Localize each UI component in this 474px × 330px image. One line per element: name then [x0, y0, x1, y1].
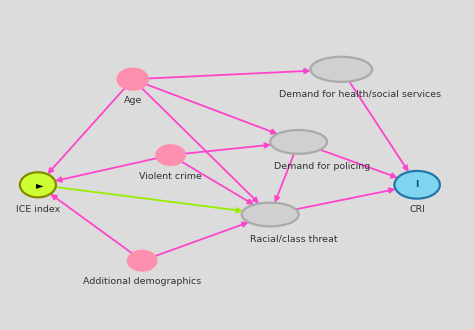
Text: Demand for health/social services: Demand for health/social services: [279, 89, 441, 98]
Ellipse shape: [394, 171, 440, 199]
FancyArrowPatch shape: [141, 88, 258, 202]
FancyArrowPatch shape: [296, 188, 393, 209]
FancyArrowPatch shape: [349, 82, 408, 170]
FancyArrowPatch shape: [155, 222, 247, 256]
FancyArrowPatch shape: [52, 195, 132, 253]
Ellipse shape: [118, 69, 148, 90]
FancyArrowPatch shape: [146, 84, 276, 134]
Text: CRI: CRI: [409, 205, 425, 214]
Text: ICE index: ICE index: [16, 205, 60, 214]
FancyArrowPatch shape: [57, 158, 157, 182]
FancyArrowPatch shape: [182, 162, 252, 204]
FancyArrowPatch shape: [49, 88, 125, 173]
FancyArrowPatch shape: [275, 154, 294, 201]
Ellipse shape: [270, 130, 327, 154]
Ellipse shape: [310, 57, 372, 82]
Text: Additional demographics: Additional demographics: [83, 277, 201, 286]
Ellipse shape: [242, 203, 299, 226]
Text: Age: Age: [124, 96, 142, 105]
Text: ►: ►: [36, 180, 44, 190]
Ellipse shape: [128, 251, 156, 271]
FancyArrowPatch shape: [320, 150, 396, 178]
FancyArrowPatch shape: [55, 187, 241, 213]
Ellipse shape: [20, 172, 56, 197]
Text: Demand for policing: Demand for policing: [274, 162, 371, 171]
Ellipse shape: [156, 145, 185, 165]
Text: Violent crime: Violent crime: [139, 172, 202, 181]
FancyArrowPatch shape: [148, 69, 309, 79]
Text: Racial/class threat: Racial/class threat: [250, 234, 337, 243]
Text: I: I: [415, 180, 419, 189]
FancyArrowPatch shape: [185, 143, 269, 154]
